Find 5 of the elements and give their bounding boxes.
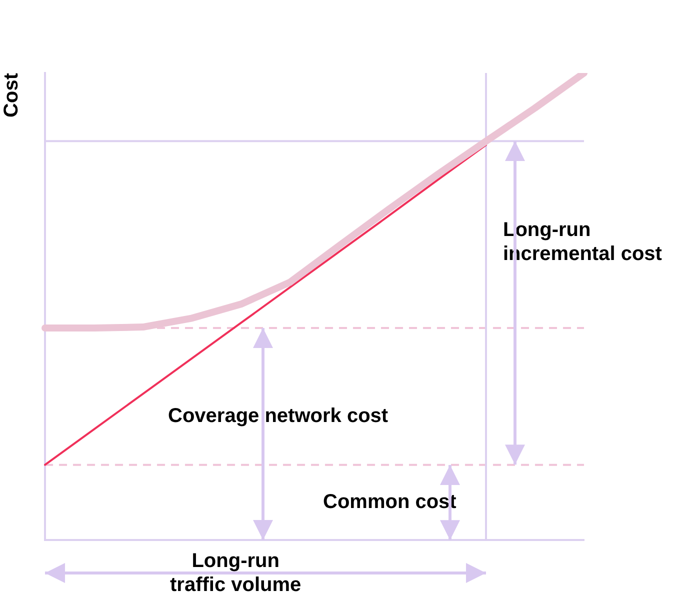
y-axis-title: Cost [0, 72, 23, 118]
annotation: Long-run incremental cost [503, 218, 662, 266]
annotation: Common cost [323, 490, 456, 514]
text: Long-run traffic volume [170, 549, 302, 597]
annotation: Coverage network cost [168, 404, 388, 428]
